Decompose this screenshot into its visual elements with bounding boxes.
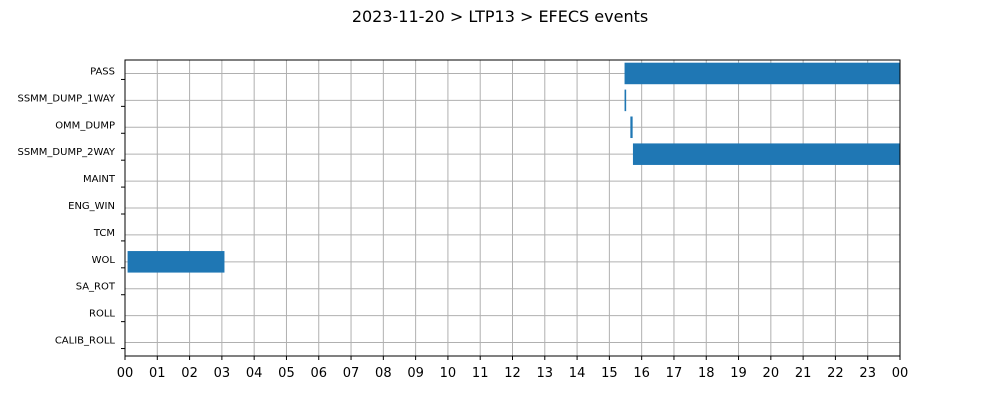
event-bar-omm-dump: [630, 116, 633, 139]
x-tick-label: 16: [633, 366, 650, 381]
y-tick-label: MAINT: [83, 174, 116, 185]
x-tick-label: 03: [214, 366, 231, 381]
x-tick-label: 23: [859, 366, 876, 381]
x-tick-label: 09: [407, 366, 424, 381]
x-tick-label: 22: [827, 366, 844, 381]
x-tick-label: 15: [601, 366, 618, 381]
event-bar-ssmm-dump-1way: [624, 89, 627, 112]
bars: [127, 62, 900, 273]
x-tick-label: 19: [730, 366, 747, 381]
x-tick-label: 05: [278, 366, 295, 381]
y-tick-label: TCM: [93, 228, 115, 239]
event-bar-wol: [127, 251, 225, 273]
y-tick-label: WOL: [92, 255, 116, 266]
x-tick-label: 13: [537, 366, 554, 381]
x-tick-label: 17: [666, 366, 683, 381]
y-tick-label: SSMM_DUMP_2WAY: [17, 147, 115, 158]
y-tick-label: OMM_DUMP: [55, 120, 115, 131]
chart-title: 2023-11-20 > LTP13 > EFECS events: [352, 7, 648, 26]
x-tick-label: 14: [569, 366, 586, 381]
x-tick-label: 10: [440, 366, 457, 381]
y-tick-label: SA_ROT: [76, 282, 116, 293]
y-tick-label: ROLL: [89, 309, 115, 320]
x-tick-label: 12: [504, 366, 521, 381]
x-tick-label: 11: [472, 366, 489, 381]
y-tick-label: ENG_WIN: [68, 201, 115, 212]
x-tick-label: 18: [698, 366, 715, 381]
axes: PASS SSMM_DUMP_1WAY OMM_DUMP SSMM_DUMP_2WAY…: [17, 59, 909, 381]
x-tick-label: 20: [763, 366, 780, 381]
x-tick-label: 07: [343, 366, 360, 381]
y-tick-label: CALIB_ROLL: [55, 336, 116, 347]
x-tick-label: 00: [892, 366, 909, 381]
x-tick-label: 04: [246, 366, 263, 381]
x-tick-label: 02: [181, 366, 198, 381]
event-bar-ssmm-dump-2way: [632, 143, 900, 165]
x-tick-label: 08: [375, 366, 392, 381]
grid: [124, 60, 901, 356]
event-bar-pass: [624, 62, 900, 85]
x-tick-label: 01: [149, 366, 166, 381]
x-tick-label: 06: [310, 366, 327, 381]
x-tick-label: 21: [795, 366, 812, 381]
x-tick-label: 00: [117, 366, 134, 381]
y-tick-label: PASS: [90, 66, 115, 77]
y-tick-label: SSMM_DUMP_1WAY: [17, 93, 115, 104]
